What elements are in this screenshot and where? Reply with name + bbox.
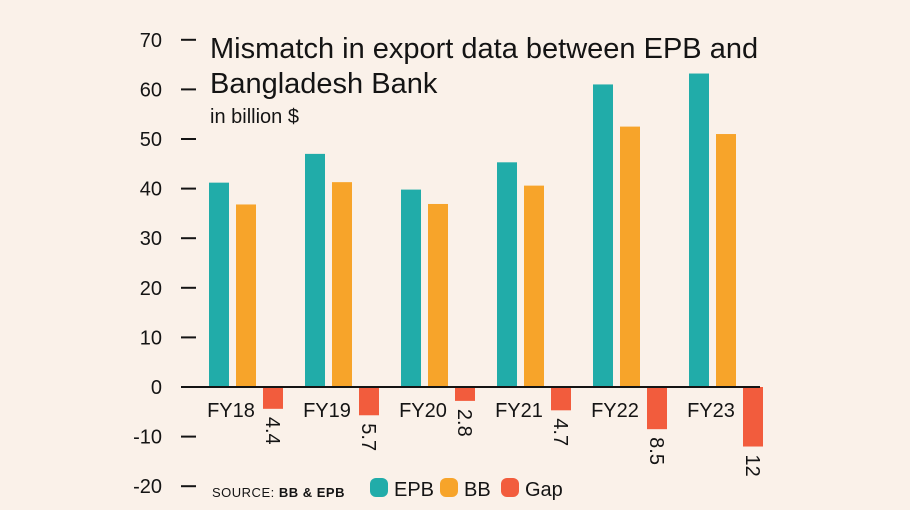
bar-epb-fy19 (305, 153, 325, 387)
y-tick-label: -20 (133, 476, 162, 498)
legend-swatch-epb (370, 478, 388, 497)
gap-value-label: 12 (741, 455, 763, 477)
bar-epb-fy22 (593, 84, 613, 387)
bar-bb-fy22 (620, 126, 640, 387)
x-category-label: FY20 (399, 400, 447, 422)
bar-gap-fy21 (551, 387, 571, 411)
source-value: BB & EPB (279, 485, 345, 500)
x-axis: FY18 4.4 FY19 5.7 FY20 2.8 FY21 4.7 FY22 8.5 FY23 1… (207, 400, 763, 477)
gap-value-label: 4.7 (549, 418, 571, 446)
x-category-label: FY21 (495, 400, 543, 422)
bar-gap-fy22 (647, 387, 667, 430)
bar-bb-fy23 (716, 134, 736, 387)
chart-subtitle: in billion $ (210, 106, 299, 128)
source-label: SOURCE: (212, 485, 279, 500)
chart-title-line-2: Bangladesh Bank (210, 68, 438, 100)
bar-bb-fy19 (332, 182, 352, 387)
gap-value-label: 2.8 (453, 409, 475, 437)
legend-label-epb: EPB (394, 479, 434, 501)
y-tick-label: -10 (133, 427, 162, 449)
y-axis: 70 60 50 40 30 20 10 0 -10 -20 (133, 30, 196, 498)
y-tick-label: 50 (140, 129, 162, 151)
legend: EPB BB Gap (370, 478, 563, 501)
bar-epb-fy20 (401, 189, 421, 387)
y-tick-label: 30 (140, 228, 162, 250)
source-note: SOURCE: BB & EPB (212, 485, 345, 500)
y-tick-label: 60 (140, 79, 162, 101)
bar-bb-fy21 (524, 185, 544, 387)
x-category-label: FY18 (207, 400, 255, 422)
y-tick-label: 0 (151, 377, 162, 399)
legend-swatch-gap (501, 478, 519, 497)
y-tick-label: 40 (140, 179, 162, 201)
x-category-label: FY22 (591, 400, 639, 422)
bar-gap-fy19 (359, 387, 379, 416)
gap-value-label: 5.7 (357, 423, 379, 451)
legend-label-bb: BB (464, 479, 491, 501)
y-tick-label: 70 (140, 30, 162, 52)
x-category-label: FY19 (303, 400, 351, 422)
bars (209, 73, 763, 447)
x-category-label: FY23 (687, 400, 735, 422)
legend-label-gap: Gap (525, 479, 563, 501)
gap-value-label: 8.5 (645, 437, 667, 465)
gap-value-label: 4.4 (261, 417, 283, 445)
legend-swatch-bb (440, 478, 458, 497)
y-tick-label: 20 (140, 278, 162, 300)
y-tick-label: 10 (140, 327, 162, 349)
bar-epb-fy23 (689, 73, 709, 387)
bar-epb-fy18 (209, 182, 229, 387)
bar-bb-fy18 (236, 204, 256, 387)
bar-gap-fy20 (455, 387, 475, 401)
bar-gap-fy23 (743, 387, 763, 447)
bar-gap-fy18 (263, 387, 283, 409)
chart-title-line-1: Mismatch in export data between EPB and (210, 33, 758, 65)
bar-epb-fy21 (497, 162, 517, 387)
bar-bb-fy20 (428, 203, 448, 387)
